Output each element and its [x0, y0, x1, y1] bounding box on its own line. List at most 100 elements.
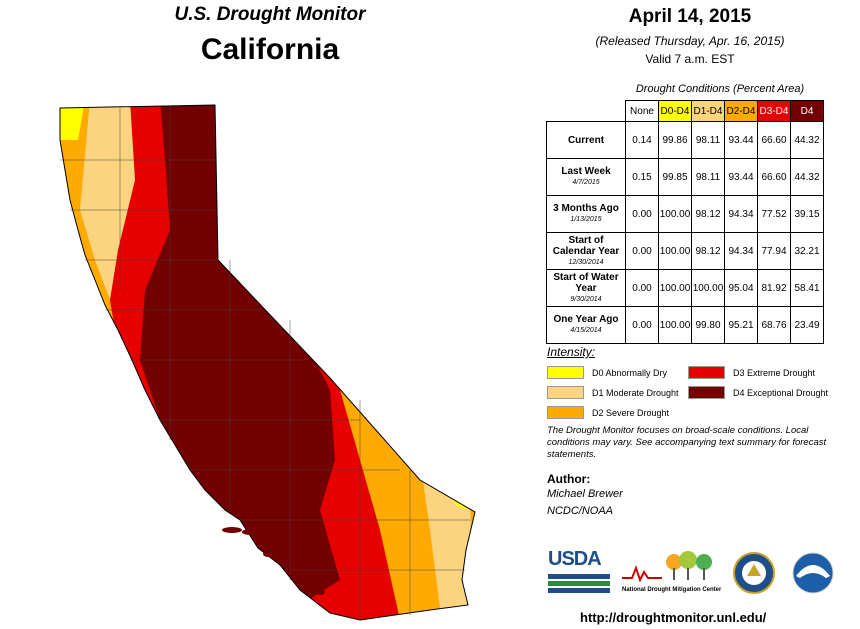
noaa-logo-icon: [792, 552, 834, 594]
cell-value: 32.21: [790, 232, 824, 270]
cell-value: 44.32: [790, 158, 824, 196]
column-header-1: D0-D4: [658, 100, 692, 122]
cell-value: 0.00: [625, 306, 659, 344]
doc-seal-icon: [733, 552, 775, 594]
cell-value: 98.11: [691, 158, 725, 196]
legend-label-d2: D2 Severe Drought: [592, 407, 670, 418]
cell-value: 94.34: [724, 195, 758, 233]
legend-label-d0: D0 Abnormally Dry: [592, 367, 668, 378]
author-org: NCDC/NOAA: [547, 505, 614, 517]
column-header-5: D4: [790, 100, 824, 122]
legend-label-d3: D3 Extreme Drought: [733, 367, 816, 378]
map-date: April 14, 2015: [628, 6, 752, 27]
table-row: 3 Months Ago 1/13/2015 0.00 100.00 98.12 94.3…: [546, 195, 824, 233]
conditions-caption: Drought Conditions (Percent Area): [635, 83, 805, 95]
ndmc-tree-icon: [622, 551, 712, 583]
website-url[interactable]: http://droughtmonitor.unl.edu/: [580, 610, 767, 625]
cell-value: 58.41: [790, 269, 824, 307]
cell-value: 0.00: [625, 232, 659, 270]
row-label-text: Current: [567, 134, 605, 146]
row-label-text: Last Week: [561, 166, 611, 177]
cell-value: 100.00: [658, 306, 692, 344]
legend-d4: D4 Exceptional Drought: [688, 386, 828, 399]
cell-value: 98.12: [691, 232, 725, 270]
cell-value: 100.00: [658, 232, 692, 270]
usda-logo: USDA: [548, 548, 610, 596]
cell-value: 0.00: [625, 195, 659, 233]
cell-value: 100.00: [658, 269, 692, 307]
drought-areas: [60, 105, 475, 620]
legend-swatch-d2: [547, 406, 584, 419]
row-label-text: One Year Ago: [553, 314, 619, 325]
row-date: 1/13/2015: [570, 216, 602, 223]
row-label: One Year Ago 4/15/2014: [546, 306, 626, 344]
legend-d0: D0 Abnormally Dry: [547, 366, 667, 379]
author-label: Author:: [547, 472, 591, 486]
cell-value: 100.00: [658, 195, 692, 233]
legend-d2: D2 Severe Drought: [547, 406, 669, 419]
drought-stats-table: None D0-D4 D1-D4 D2-D4 D3-D4 D4 Current 0.14 99…: [546, 100, 824, 344]
cell-value: 44.32: [790, 121, 824, 159]
cell-value: 93.44: [724, 121, 758, 159]
row-date: 4/7/2015: [572, 179, 600, 186]
cell-value: 0.15: [625, 158, 659, 196]
disclaimer-note: The Drought Monitor focuses on broad-sca…: [547, 425, 827, 460]
row-date: 9/30/2014: [570, 295, 602, 303]
row-label: Start of Calendar Year 12/30/2014: [546, 232, 626, 270]
row-label: Last Week 4/7/2015: [546, 158, 626, 196]
row-label-text: Start of Calendar Year: [552, 234, 620, 257]
state-name: California: [200, 33, 340, 66]
row-label-text: Start of Water Year: [553, 271, 619, 294]
cell-value: 98.12: [691, 195, 725, 233]
d0-area-north: [60, 105, 85, 140]
table-row: Start of Water Year 9/30/2014 0.00 100.00 10…: [546, 269, 824, 307]
header-blank: [547, 101, 626, 122]
ndmc-logo-text: National Drought Mitigation Center: [622, 587, 722, 593]
legend-title: Intensity:: [547, 345, 596, 359]
map-title: U.S. Drought Monitor: [174, 4, 366, 25]
row-date: 12/30/2014: [568, 258, 604, 266]
row-label: Current: [546, 121, 626, 159]
cell-value: 77.52: [757, 195, 791, 233]
cell-value: 81.92: [757, 269, 791, 307]
legend-swatch-d1: [547, 386, 584, 399]
cell-value: 39.15: [790, 195, 824, 233]
cell-value: 95.21: [724, 306, 758, 344]
column-header-0: None: [625, 100, 659, 122]
legend-swatch-d4: [688, 386, 725, 399]
row-label-text: 3 Months Ago: [553, 203, 619, 214]
cell-value: 98.11: [691, 121, 725, 159]
column-header-4: D3-D4: [757, 100, 791, 122]
table-row: Last Week 4/7/2015 0.15 99.85 98.11 93.44 66.6…: [546, 158, 824, 196]
table-header-row: None D0-D4 D1-D4 D2-D4 D3-D4 D4: [547, 100, 824, 122]
cell-value: 77.94: [757, 232, 791, 270]
legend-swatch-d3: [688, 366, 725, 379]
release-date: (Released Thursday, Apr. 16, 2015): [595, 34, 785, 48]
cell-value: 99.86: [658, 121, 692, 159]
legend-swatch-d0: [547, 366, 584, 379]
cell-value: 100.00: [691, 269, 725, 307]
row-date: 4/15/2014: [570, 327, 602, 334]
cell-value: 99.80: [691, 306, 725, 344]
row-label: Start of Water Year 9/30/2014: [546, 269, 626, 307]
cell-value: 99.85: [658, 158, 692, 196]
legend-label-d4: D4 Exceptional Drought: [733, 387, 829, 398]
valid-time: Valid 7 a.m. EST: [645, 52, 735, 66]
ndmc-logo: National Drought Mitigation Center: [622, 550, 722, 596]
table-row: Current 0.14 99.86 98.11 93.44 66.60 44.32: [546, 121, 824, 159]
cell-value: 0.14: [625, 121, 659, 159]
cell-value: 68.76: [757, 306, 791, 344]
column-header-3: D2-D4: [724, 100, 758, 122]
cell-value: 66.60: [757, 121, 791, 159]
table-row: One Year Ago 4/15/2014 0.00 100.00 99.80 95.2…: [546, 306, 824, 344]
county-lines: [60, 106, 470, 620]
cell-value: 93.44: [724, 158, 758, 196]
table-row: Start of Calendar Year 12/30/2014 0.00 100.…: [546, 232, 824, 270]
cell-value: 0.00: [625, 269, 659, 307]
cell-value: 94.34: [724, 232, 758, 270]
usda-logo-text: USDA: [548, 548, 602, 570]
cell-value: 23.49: [790, 306, 824, 344]
legend-d1: D1 Moderate Drought: [547, 386, 679, 399]
cell-value: 66.60: [757, 158, 791, 196]
legend-label-d1: D1 Moderate Drought: [592, 387, 679, 398]
